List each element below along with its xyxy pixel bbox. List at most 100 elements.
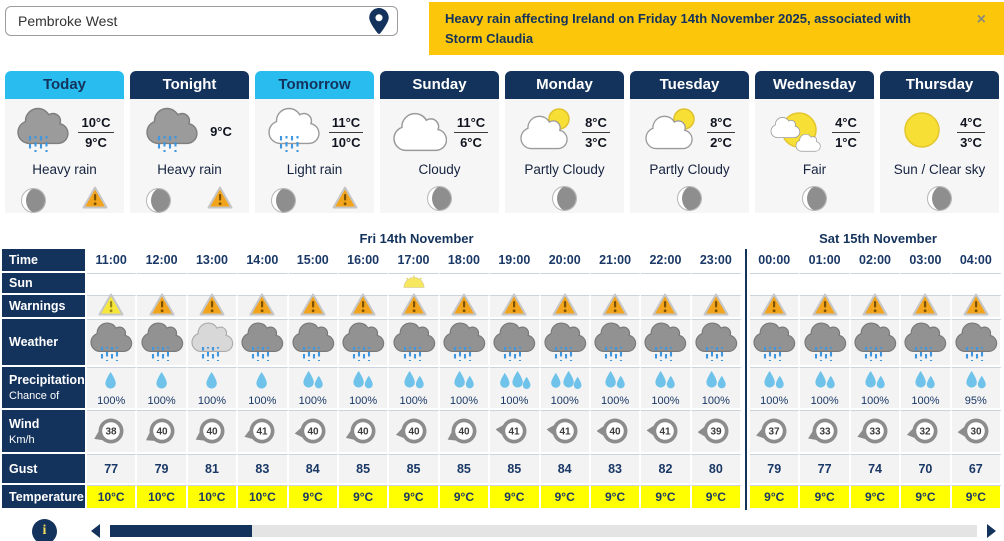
day-tab[interactable]: Thursday <box>880 71 999 99</box>
wind-cell: 40 <box>187 410 239 454</box>
day-desc: Heavy rain <box>157 162 222 177</box>
precip-value: 100% <box>860 394 890 407</box>
rain-dark-icon <box>392 320 436 367</box>
rain-dark-icon <box>442 320 486 367</box>
day-tab[interactable]: Wednesday <box>755 71 874 99</box>
temperature-cell: 10°C <box>87 485 138 510</box>
raindrop-icon <box>699 370 733 394</box>
row-label-weather: Weather <box>2 319 87 367</box>
moon-phase-icon <box>271 187 296 213</box>
day-desc: Partly Cloudy <box>524 162 605 177</box>
wind-direction-icon: 30 <box>957 412 994 451</box>
wind-direction-icon: 41 <box>244 412 280 451</box>
scrollbar-left-arrow[interactable] <box>91 524 100 538</box>
day-card-body: 8°C 2°C Partly Cloudy <box>630 99 749 213</box>
day-desc: Light rain <box>286 162 343 177</box>
rain-dark-icon <box>593 320 637 367</box>
precip-value: 95% <box>964 394 987 407</box>
search-input[interactable] <box>16 12 369 30</box>
raindrop-icon <box>245 370 279 394</box>
weather-cell <box>389 319 440 367</box>
wind-cell: 38 <box>87 410 138 454</box>
day-card[interactable]: Sunday 11°C 6°C Cloudy <box>380 71 499 213</box>
day-temps: 4°C 3°C <box>957 115 985 150</box>
day-card[interactable]: Monday 8°C 3°C Partly Cloudy <box>505 71 624 213</box>
scrollbar-thumb[interactable] <box>110 525 252 537</box>
svg-text:38: 38 <box>106 427 118 438</box>
day-tab[interactable]: Tuesday <box>630 71 749 99</box>
time-cell: 04:00 <box>951 249 1002 273</box>
high-temp: 8°C <box>582 115 610 133</box>
warning-icon <box>332 186 358 214</box>
raindrop-icon <box>346 370 380 394</box>
gust-cell: 85 <box>338 454 390 485</box>
day-card[interactable]: Wednesday 4°C 1°C Fair <box>755 71 874 213</box>
temperature-cell: 10°C <box>238 485 289 510</box>
gust-cell: 85 <box>439 454 491 485</box>
warning-icon <box>812 293 838 321</box>
svg-text:40: 40 <box>358 427 370 438</box>
warning-cell <box>338 293 390 319</box>
warning-icon <box>149 293 175 321</box>
precip-value: 100% <box>810 394 839 407</box>
precipitation-cell: 100% <box>288 367 339 410</box>
weather-cell <box>951 319 1002 367</box>
precipitation-cell: 100% <box>389 367 440 410</box>
location-pin-button[interactable] <box>369 7 391 35</box>
scrollbar-right-arrow[interactable] <box>987 524 996 538</box>
svg-text:40: 40 <box>610 427 622 438</box>
svg-text:41: 41 <box>559 427 571 438</box>
day-card[interactable]: Tomorrow 11°C 10°C Light rain <box>255 71 374 213</box>
day-tab[interactable]: Tonight <box>130 71 249 99</box>
temperature-cell: 9°C <box>951 485 1002 510</box>
warning-icon <box>249 293 275 321</box>
precip-value: 100% <box>911 394 940 407</box>
row-label-wind: Wind Km/h <box>2 410 87 454</box>
weather-cell <box>850 319 902 367</box>
precipitation-cell: 100% <box>540 367 591 410</box>
svg-text:40: 40 <box>458 427 470 438</box>
day-tab[interactable]: Monday <box>505 71 624 99</box>
day-group-header: Fri 14th November <box>359 231 474 246</box>
temperature-cell: 9°C <box>590 485 642 510</box>
day-card-body: 11°C 10°C Light rain <box>255 99 374 213</box>
gust-cell: 67 <box>951 454 1002 485</box>
weather-cell <box>641 319 692 367</box>
wind-direction-icon: 40 <box>194 412 230 451</box>
precipitation-cell: 100% <box>187 367 239 410</box>
high-temp: 4°C <box>832 115 860 133</box>
day-card[interactable]: Tuesday 8°C 2°C Partly Cloudy <box>630 71 749 213</box>
fri-sat-divider <box>742 249 751 273</box>
scrollbar-track[interactable] <box>110 525 977 537</box>
banner-close-button[interactable]: × <box>971 9 992 31</box>
raindrop-icon <box>858 370 892 394</box>
wind-direction-icon: 40 <box>446 412 482 451</box>
low-temp: 10°C <box>331 134 361 150</box>
gust-cell: 77 <box>800 454 851 485</box>
svg-text:33: 33 <box>819 427 831 438</box>
precipitation-cell: 100% <box>850 367 902 410</box>
day-tab[interactable]: Tomorrow <box>255 71 374 99</box>
info-button[interactable]: i <box>32 518 57 541</box>
svg-text:32: 32 <box>920 427 932 438</box>
moon-phase-icon <box>677 186 702 211</box>
day-card[interactable]: Tonight 9°C Heavy rain <box>130 71 249 213</box>
day-temps: 11°C 10°C <box>328 115 364 150</box>
info-icon: i <box>42 523 47 538</box>
time-cell: 21:00 <box>590 249 642 273</box>
day-tab[interactable]: Sunday <box>380 71 499 99</box>
gust-cell: 79 <box>750 454 801 485</box>
rain-dark-icon <box>492 320 536 367</box>
day-tab[interactable]: Today <box>5 71 124 99</box>
high-temp: 11°C <box>328 115 364 133</box>
row-label-time: Time <box>2 249 87 273</box>
day-card[interactable]: Thursday 4°C 3°C Sun / Clear sky <box>880 71 999 213</box>
warning-banner-text: Heavy rain affecting Ireland on Friday 1… <box>445 11 911 46</box>
warning-icon <box>501 293 527 321</box>
wind-cell: 40 <box>590 410 642 454</box>
day-card[interactable]: Today 10°C 9°C Heavy rain <box>5 71 124 213</box>
svg-text:39: 39 <box>710 427 722 438</box>
precipitation-cell: 100% <box>750 367 801 410</box>
rain-light-icon <box>190 320 234 367</box>
